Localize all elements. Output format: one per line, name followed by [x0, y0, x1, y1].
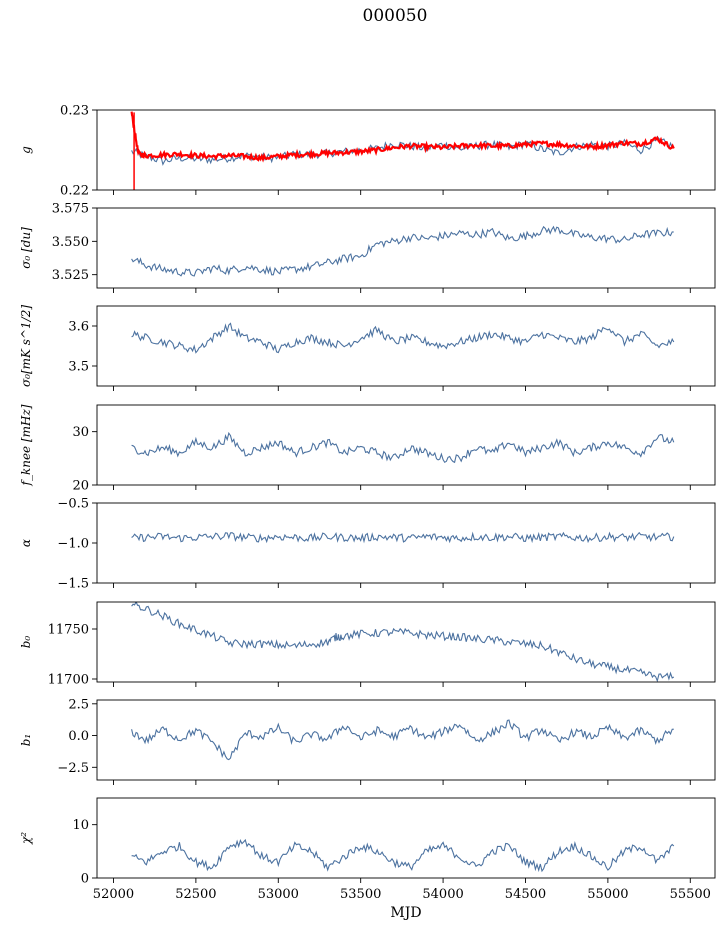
- x-tick-label: 53000: [258, 887, 299, 902]
- y-axis-label: σ₀[mK s^1/2]: [19, 305, 33, 387]
- data-series-line: [131, 602, 675, 682]
- y-tick-label: 3.550: [52, 235, 89, 250]
- y-tick-label: 3.6: [68, 320, 89, 335]
- y-tick-label: 11700: [48, 673, 89, 688]
- x-tick-label: 54000: [422, 887, 463, 902]
- figure-title: 000050: [362, 6, 428, 26]
- x-tick-label: 54500: [505, 887, 546, 902]
- y-tick-label: 20: [72, 479, 89, 494]
- panel-frame: [96, 404, 716, 486]
- y-axis-label: g: [19, 146, 33, 154]
- panel-1: 0.22 0.23 g: [19, 104, 716, 199]
- panel-4: 20 30 f_knee [mHz]: [19, 404, 716, 494]
- panel-7: −2.5 0.0 2.5 b₁: [19, 697, 716, 785]
- y-tick-label: 0.23: [60, 104, 89, 119]
- panel-3: 3.5 3.6 σ₀[mK s^1/2]: [19, 305, 716, 391]
- y-tick-label: 3.5: [68, 360, 89, 375]
- data-series-line: [131, 135, 674, 166]
- panel-frame: [96, 305, 716, 387]
- x-tick-label: 52500: [175, 887, 216, 902]
- panel-6: 11700 11750 b₀: [19, 601, 716, 688]
- panel-frame: [96, 601, 716, 683]
- panel-frame: [96, 502, 716, 584]
- y-axis-label: α: [19, 539, 33, 547]
- fit-series-line: [130, 111, 675, 163]
- y-axis-label: f_knee [mHz]: [19, 404, 33, 486]
- y-tick-label: 11750: [48, 623, 89, 638]
- panel-5: −1.5 −1.0 −0.5 α: [19, 497, 716, 592]
- y-tick-label: 2.5: [68, 697, 89, 712]
- y-tick-label: 30: [72, 425, 89, 440]
- panel-frame: [96, 207, 716, 289]
- x-tick-label: 52000: [93, 887, 134, 902]
- y-tick-label: −1.0: [57, 537, 89, 552]
- panel-8: 0 10 χ² 52000 52500 53000 53500 54000 54500 55000…: [19, 797, 716, 921]
- x-tick-label: 53500: [340, 887, 381, 902]
- y-axis-label: σ₀ [du]: [19, 227, 33, 269]
- x-tick-label: 55000: [587, 887, 628, 902]
- y-axis-label: b₁: [19, 734, 33, 747]
- y-tick-label: 0.22: [60, 184, 89, 199]
- data-series-line: [131, 431, 675, 464]
- panel-2: 3.525 3.550 3.575 σ₀ [du]: [19, 202, 716, 293]
- data-series-line: [131, 322, 675, 354]
- data-series-line: [131, 225, 674, 277]
- data-series-line: [131, 531, 675, 544]
- x-tick-label: 55500: [670, 887, 711, 902]
- panel-frame: [96, 109, 716, 191]
- y-tick-label: 0.0: [68, 729, 89, 744]
- y-tick-label: 10: [72, 818, 89, 833]
- y-axis-label: χ²: [19, 832, 33, 845]
- y-axis-label: b₀: [19, 636, 33, 649]
- data-series-line: [131, 719, 674, 761]
- panel-frame: [96, 699, 716, 781]
- x-axis-label: MJD: [390, 905, 421, 921]
- y-tick-label: 0: [81, 872, 89, 887]
- y-tick-label: 3.575: [52, 202, 89, 217]
- y-tick-label: −1.5: [57, 577, 89, 592]
- y-tick-label: 3.525: [52, 268, 89, 283]
- y-tick-label: −0.5: [57, 497, 89, 512]
- y-tick-label: −2.5: [57, 761, 89, 776]
- panel-frame: [96, 797, 716, 879]
- data-series-line: [131, 838, 675, 873]
